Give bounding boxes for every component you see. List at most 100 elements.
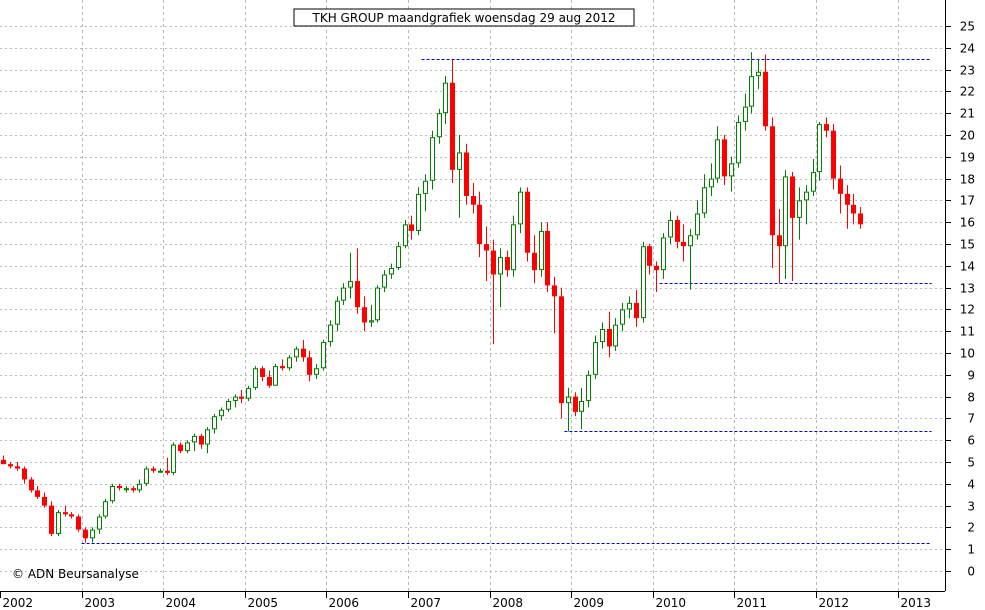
candle-body-down <box>117 485 122 489</box>
y-tick-label: 10 <box>960 347 975 361</box>
candle <box>205 427 210 454</box>
candle-body-up <box>212 416 217 430</box>
candle <box>634 289 639 327</box>
y-tick-label: 16 <box>960 216 975 230</box>
candle-body-down <box>8 464 13 467</box>
candle-body-down <box>838 178 843 194</box>
candle <box>688 228 693 290</box>
candle-body-up <box>511 224 516 271</box>
candle <box>511 215 516 277</box>
candle-body-down <box>165 470 170 473</box>
y-tick-labels: 0123456789101112131415161718192021222324… <box>945 20 975 579</box>
candle-body-up <box>627 302 632 310</box>
candle-body-up <box>192 435 197 443</box>
candle <box>22 466 27 484</box>
candle <box>518 187 523 234</box>
candle-body-up <box>695 213 700 236</box>
candle <box>437 108 442 144</box>
candle <box>817 121 822 181</box>
candle <box>430 130 435 190</box>
candle <box>715 126 720 183</box>
y-tick-label: 9 <box>967 369 975 383</box>
candle-body-down <box>552 285 557 297</box>
candle <box>668 211 673 244</box>
candle-body-up <box>661 237 666 271</box>
candle-body-up <box>321 342 326 369</box>
candle-body-down <box>307 357 312 375</box>
x-tick-label: 2012 <box>819 596 850 610</box>
candle <box>83 527 88 543</box>
candle <box>613 318 618 351</box>
candle <box>29 477 34 493</box>
y-tick-label: 18 <box>960 173 975 187</box>
candle <box>804 185 809 225</box>
candle-body-up <box>736 121 741 164</box>
candle <box>790 172 795 282</box>
candle <box>56 509 61 537</box>
candle <box>260 366 265 382</box>
candle-body-down <box>545 230 550 286</box>
candle <box>675 215 680 249</box>
candle-body-down <box>777 235 782 247</box>
candle-body-up <box>804 191 809 201</box>
candle-body-down <box>790 176 795 218</box>
candle <box>702 174 707 218</box>
candle-body-down <box>83 529 88 539</box>
candle-body-up <box>110 485 115 502</box>
candle <box>641 241 646 323</box>
candle <box>647 244 652 275</box>
candle <box>63 505 68 517</box>
candle-body-up <box>518 191 523 225</box>
candle <box>117 483 122 491</box>
candle <box>124 485 129 493</box>
candle <box>158 468 163 473</box>
candle-body-up <box>90 529 95 539</box>
y-tick-label: 8 <box>967 391 975 405</box>
candle-body-down <box>525 191 530 253</box>
candle <box>777 209 782 284</box>
candle-body-up <box>579 400 584 412</box>
candle-body-up <box>396 246 401 268</box>
candle-body-down <box>239 396 244 399</box>
candle <box>35 485 40 500</box>
candle <box>369 305 374 327</box>
candle-body-down <box>675 220 680 242</box>
candle-body-down <box>722 139 727 177</box>
candle-body-up <box>171 444 176 473</box>
candle-body-down <box>647 246 652 266</box>
candle-body-up <box>715 139 720 179</box>
candle-body-up <box>443 82 448 114</box>
candle-body-up <box>335 300 340 325</box>
x-tick-label: 2008 <box>493 596 524 610</box>
candle <box>579 387 584 430</box>
x-tick-label: 2013 <box>901 596 932 610</box>
candle-body-down <box>301 348 306 358</box>
y-tick-label: 15 <box>960 238 975 252</box>
candle-body-up <box>600 329 605 343</box>
candle-body-down <box>355 281 360 308</box>
y-tick-label: 20 <box>960 129 975 143</box>
candle-body-up <box>783 176 788 247</box>
candle <box>722 135 727 186</box>
candle <box>8 462 13 469</box>
y-tick-label: 12 <box>960 303 975 317</box>
candle <box>328 320 333 347</box>
candle <box>301 339 306 362</box>
candle-body-down <box>260 368 265 377</box>
candle-body-up <box>137 483 142 491</box>
candle-body-down <box>1 459 6 465</box>
candle <box>573 392 578 417</box>
y-tick-label: 17 <box>960 194 975 208</box>
y-tick-label: 24 <box>960 42 975 56</box>
watermark: © ADN Beursanalyse <box>12 567 139 581</box>
chart-title-box <box>293 8 635 27</box>
candle-body-down <box>559 296 564 404</box>
x-tick-label: 2006 <box>329 596 360 610</box>
candle-body-up <box>430 137 435 181</box>
candle <box>110 483 115 504</box>
candle <box>246 385 251 401</box>
candle-body-up <box>273 366 278 386</box>
candle-body-down <box>450 82 455 170</box>
candle <box>532 235 537 284</box>
candle <box>144 466 149 486</box>
